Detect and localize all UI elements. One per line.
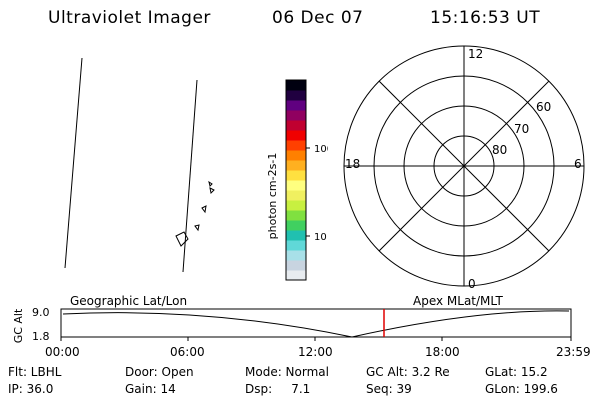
hour-label-6: 6 [574, 157, 582, 171]
gc-alt-info: GC Alt: 3.2 Re [366, 365, 450, 379]
timeline-y-tick: 9.0 [32, 306, 50, 319]
geographic-map [64, 57, 215, 273]
island-shape [201, 205, 207, 214]
timeline-x-tick-label: 12:00 [298, 345, 333, 359]
colorbar-swatch [286, 230, 306, 241]
lat-label-60: 60 [536, 100, 551, 114]
colorbar-swatch [286, 200, 306, 211]
colorbar-swatch [286, 180, 306, 191]
colorbar-swatch [286, 120, 306, 131]
instrument-title: Ultraviolet Imager [48, 8, 211, 28]
map-boundary-right [182, 79, 198, 273]
colorbar-swatch [286, 250, 306, 261]
colorbar-swatches [285, 79, 307, 281]
ip-info: IP: 36.0 [8, 382, 54, 396]
lat-label-70: 70 [514, 122, 529, 136]
colorbar-swatch [286, 100, 306, 111]
date-label: 06 Dec 07 [272, 8, 364, 28]
hour-label-18: 18 [345, 157, 360, 171]
colorbar-label: photon cm-2s-1 [266, 153, 279, 240]
hour-label-0: 0 [468, 277, 476, 291]
colorbar-swatch [286, 160, 306, 171]
timeline-frame [60, 308, 572, 338]
map-boundary-left [64, 57, 83, 269]
glat-info: GLat: 15.2 [485, 365, 548, 379]
colorbar-frame [285, 79, 307, 281]
colorbar-swatch [286, 130, 306, 141]
filter-info: Flt: LBHL [8, 365, 62, 379]
altitude-timeline: GC Alt 9.0 1.8 00:00 06:00 12:00 18:00 2… [12, 306, 591, 359]
colorbar-swatch [286, 240, 306, 251]
colorbar-swatch [286, 80, 306, 91]
time-label: 15:16:53 UT [430, 8, 541, 28]
colorbar-swatch [286, 190, 306, 201]
hour-label-12: 12 [468, 47, 483, 61]
timeline-y-tick: 1.8 [32, 330, 50, 343]
colorbar-swatch [286, 210, 306, 221]
polar-plot: 12 18 6 0 60 70 80 [343, 45, 585, 291]
timeline-x-tick-label: 00:00 [45, 345, 80, 359]
colorbar-swatch [286, 170, 306, 181]
colorbar: photon cm-2s-1 100 10 [266, 79, 328, 281]
mode-info: Mode: Normal [245, 365, 329, 379]
timeline-right-label: Apex MLat/MLT [413, 294, 503, 308]
island-shape [208, 180, 213, 187]
timeline-x-tick-label: 18:00 [425, 345, 460, 359]
island-shape [194, 224, 200, 232]
gain-info: Gain: 14 [125, 382, 176, 396]
island-shape [175, 231, 189, 247]
dsp-info: Dsp: 7.1 [245, 382, 311, 396]
timeline-left-label: Geographic Lat/Lon [70, 294, 188, 308]
colorbar-swatch [286, 150, 306, 161]
door-info: Door: Open [125, 365, 194, 379]
island-shape [209, 187, 215, 195]
colorbar-swatch [286, 270, 306, 281]
colorbar-swatch [286, 110, 306, 121]
seq-info: Seq: 39 [366, 382, 412, 396]
timeline-x-tick-label: 23:59 [556, 345, 591, 359]
colorbar-swatch [286, 260, 306, 271]
timeline-x-tick-label: 06:00 [170, 345, 205, 359]
altitude-curve [62, 310, 570, 338]
colorbar-swatch [286, 220, 306, 231]
polar-diagonal [378, 80, 550, 252]
colorbar-tick-label: 10 [314, 232, 327, 243]
glon-info: GLon: 199.6 [485, 382, 558, 396]
colorbar-tick-label: 100 [314, 144, 328, 155]
timeline-y-axis-label: GC Alt [12, 308, 25, 343]
lat-label-80: 80 [492, 143, 507, 157]
colorbar-swatch [286, 140, 306, 151]
colorbar-swatch [286, 90, 306, 101]
